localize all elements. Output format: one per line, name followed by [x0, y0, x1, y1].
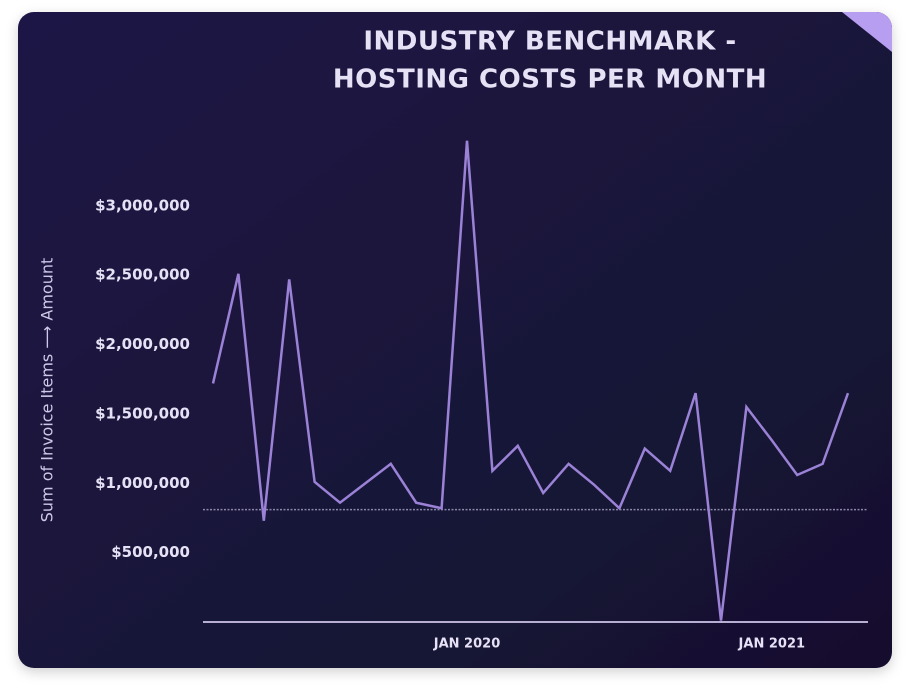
data-line: [211, 140, 850, 621]
chart-title: INDUSTRY BENCHMARK -: [363, 27, 736, 57]
chart-title: HOSTING COSTS PER MONTH: [333, 65, 767, 95]
x-tick-label: JAN 2020: [433, 637, 501, 652]
y-tick-label: $3,000,000: [95, 196, 190, 214]
y-tick-label: $500,000: [111, 543, 190, 561]
card: [18, 12, 892, 668]
chart: INDUSTRY BENCHMARK - HOSTING COSTS PER M…: [38, 27, 868, 652]
y-tick-label: $1,500,000: [95, 404, 190, 422]
y-tick-label: $2,500,000: [95, 266, 190, 284]
y-tick-label: $2,000,000: [95, 335, 190, 353]
x-tick-label: JAN 2021: [738, 637, 806, 652]
y-axis-label: Sum of Invoice Items ⟶ Amount: [38, 258, 57, 523]
y-tick-label: $1,000,000: [95, 474, 190, 492]
corner-tab: [842, 12, 892, 52]
